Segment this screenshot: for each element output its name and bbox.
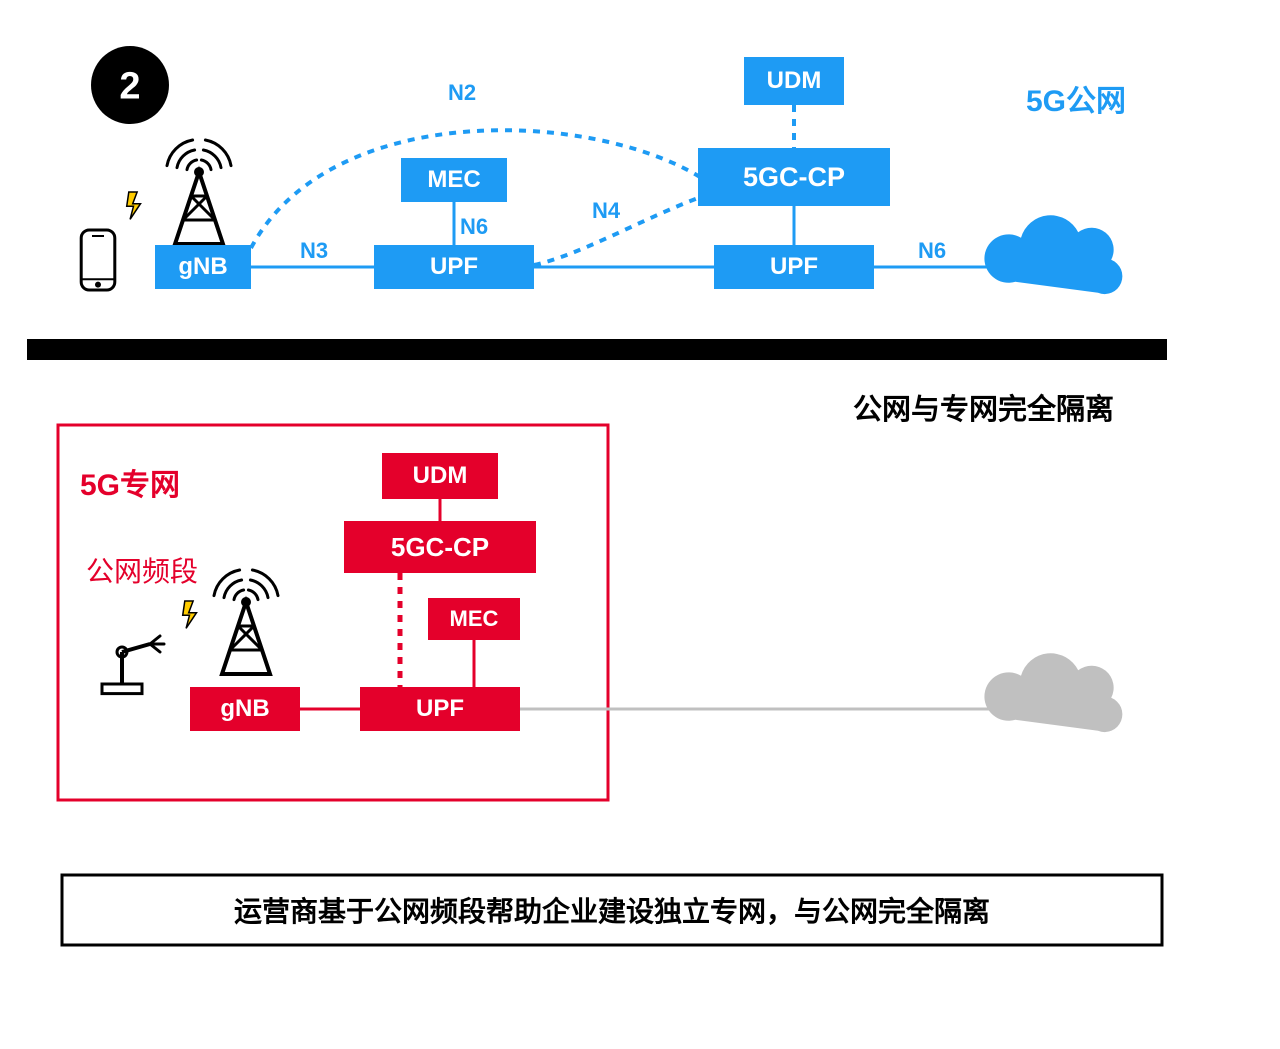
public-node-cp: 5GC-CP	[698, 148, 890, 206]
public-node-mec: MEC	[401, 158, 507, 202]
cloud-private-icon	[984, 653, 1122, 732]
cloud-public-icon	[984, 215, 1122, 294]
public-link-label-N6-right: N6	[918, 238, 946, 263]
private-network-title: 5G专网	[80, 460, 180, 504]
private-band-label: 公网频段	[86, 550, 198, 590]
bolt-public-icon	[127, 192, 141, 219]
public-link-label-N6-mec: N6	[460, 214, 488, 239]
public-dlink-label-N2: N2	[448, 80, 476, 105]
public-node-udm: UDM	[744, 57, 844, 105]
public-node-upf2: UPF	[714, 245, 874, 289]
public-network-title: 5G公网	[1026, 76, 1126, 120]
tower-private-icon	[214, 570, 278, 674]
public-node-gnb: gNB	[155, 245, 251, 289]
public-node-upf1: UPF	[374, 245, 534, 289]
caption-text: 运营商基于公网频段帮助企业建设独立专网，与公网完全隔离	[62, 875, 1162, 945]
badge-number: 2	[119, 65, 140, 107]
phone-icon	[81, 230, 115, 290]
private-node-mec: MEC	[428, 598, 520, 640]
tower-public-icon	[167, 140, 231, 244]
private-node-upf: UPF	[360, 687, 520, 731]
public-dlink-label-N4: N4	[592, 198, 621, 223]
diagram-stage: 2 N3 N6 N6 N2 N4 5G公网公网与专网完全隔离 5G专网公网频段 gNB UPF ME…	[0, 0, 1280, 1049]
private-node-cp: 5GC-CP	[344, 521, 536, 573]
isolation-label: 公网与专网完全隔离	[853, 386, 1114, 428]
bolt-private-icon	[183, 601, 197, 628]
public-link-label-N3: N3	[300, 238, 328, 263]
private-node-udm: UDM	[382, 453, 498, 499]
robot-arm-icon	[102, 636, 164, 694]
divider-bar	[27, 339, 1167, 360]
private-node-gnb: gNB	[190, 687, 300, 731]
